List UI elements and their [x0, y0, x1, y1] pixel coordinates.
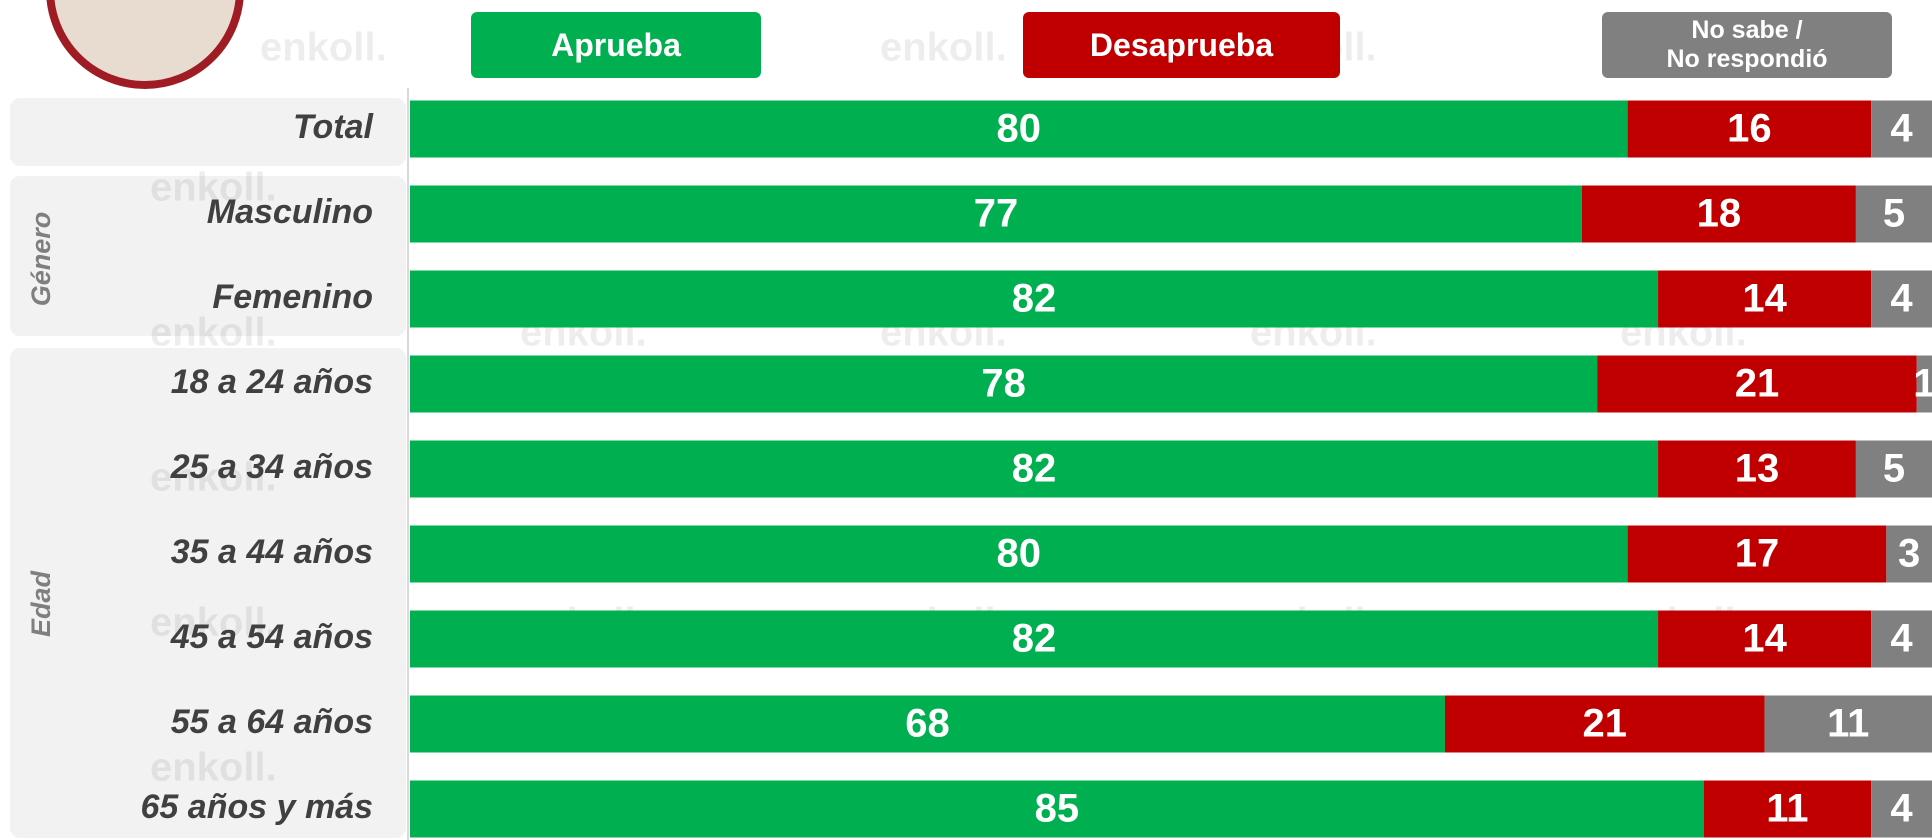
- watermark: enkoll.: [880, 26, 1007, 70]
- data-label: 11: [1766, 787, 1808, 831]
- data-label: 82: [1012, 617, 1057, 661]
- bar-segment: [410, 440, 1659, 498]
- data-label: 14: [1742, 277, 1787, 321]
- bar-segment: [1581, 185, 1856, 243]
- data-label: 78: [981, 362, 1026, 406]
- bar-segment: [1871, 610, 1932, 668]
- bar-segment: [1871, 780, 1932, 838]
- category-label: 25 a 34 años: [170, 448, 373, 486]
- watermark: enkoll.: [150, 166, 277, 210]
- watermark: enkoll.: [150, 456, 277, 500]
- data-label: 18: [1697, 192, 1742, 236]
- bar-segment: [410, 100, 1628, 158]
- data-label: 85: [1035, 787, 1080, 831]
- data-label: 16: [1727, 107, 1772, 151]
- data-label: 80: [997, 107, 1042, 151]
- data-label: 5: [1883, 192, 1905, 236]
- category-label: Masculino: [207, 193, 373, 231]
- data-label: 4: [1890, 107, 1913, 151]
- category-label: 35 a 44 años: [171, 533, 373, 571]
- watermark: enkoll.: [150, 601, 277, 645]
- bar-segment: [1658, 440, 1856, 498]
- group-panel: [10, 176, 406, 336]
- bar-segment: [1658, 610, 1872, 668]
- group-label: Género: [26, 212, 56, 307]
- bar-segment: [1916, 355, 1932, 413]
- data-label: 82: [1012, 277, 1057, 321]
- data-label: 5: [1883, 447, 1905, 491]
- bar-segment: [410, 610, 1659, 668]
- bar-segment: [1444, 695, 1765, 753]
- bar-segment: [410, 355, 1598, 413]
- bar-segment: [410, 525, 1628, 583]
- bar-segment: [1597, 355, 1917, 413]
- bar-segment: [410, 695, 1445, 753]
- data-label: 21: [1583, 702, 1628, 746]
- data-label: 3: [1898, 532, 1920, 576]
- data-label: 14: [1742, 617, 1787, 661]
- category-label: 65 años y más: [141, 788, 373, 826]
- data-label: 4: [1890, 617, 1913, 661]
- data-label: 82: [1012, 447, 1057, 491]
- data-label: 77: [974, 192, 1019, 236]
- category-label: 45 a 54 años: [170, 618, 373, 656]
- legend-item: Desaprueba: [1023, 12, 1340, 78]
- watermark: enkoll.: [150, 311, 277, 355]
- bar-segment: [410, 780, 1704, 838]
- data-label: 1: [1913, 362, 1932, 406]
- bar-segment: [1764, 695, 1932, 753]
- data-label: 4: [1890, 277, 1913, 321]
- group-panel: [10, 348, 406, 838]
- category-label: Femenino: [212, 278, 373, 316]
- background: [10, 0, 409, 840]
- bar-segment: [1871, 100, 1932, 158]
- data-label: 21: [1735, 362, 1780, 406]
- bar-segment: [1627, 100, 1872, 158]
- watermark: enkoll.: [150, 746, 277, 790]
- bar-segment: [1703, 780, 1872, 838]
- bar-segment: [1871, 270, 1932, 328]
- watermark: enkoll.: [260, 26, 387, 70]
- bar-segment: [410, 185, 1582, 243]
- legend-item: Aprueba: [471, 12, 761, 78]
- photo: [46, 0, 244, 89]
- bar-segment: [1627, 525, 1887, 583]
- data-label: 80: [997, 532, 1042, 576]
- group-label: Edad: [26, 570, 56, 637]
- category-label: 55 a 64 años: [171, 703, 373, 741]
- bar-segment: [410, 270, 1659, 328]
- legend-item: No sabe / No respondió: [1602, 12, 1892, 78]
- bar-segment: [1855, 440, 1932, 498]
- bar-segment: [1855, 185, 1932, 243]
- data-label: 11: [1827, 702, 1869, 746]
- category-label: 18 a 24 años: [171, 363, 373, 401]
- row-panel: [10, 98, 406, 166]
- category-label: Total: [293, 108, 375, 146]
- data-label: 13: [1735, 447, 1780, 491]
- data-label: 17: [1735, 532, 1780, 576]
- data-label: 4: [1890, 787, 1913, 831]
- bar-segment: [1658, 270, 1872, 328]
- data-label: 68: [905, 702, 950, 746]
- bar-segment: [1886, 525, 1932, 583]
